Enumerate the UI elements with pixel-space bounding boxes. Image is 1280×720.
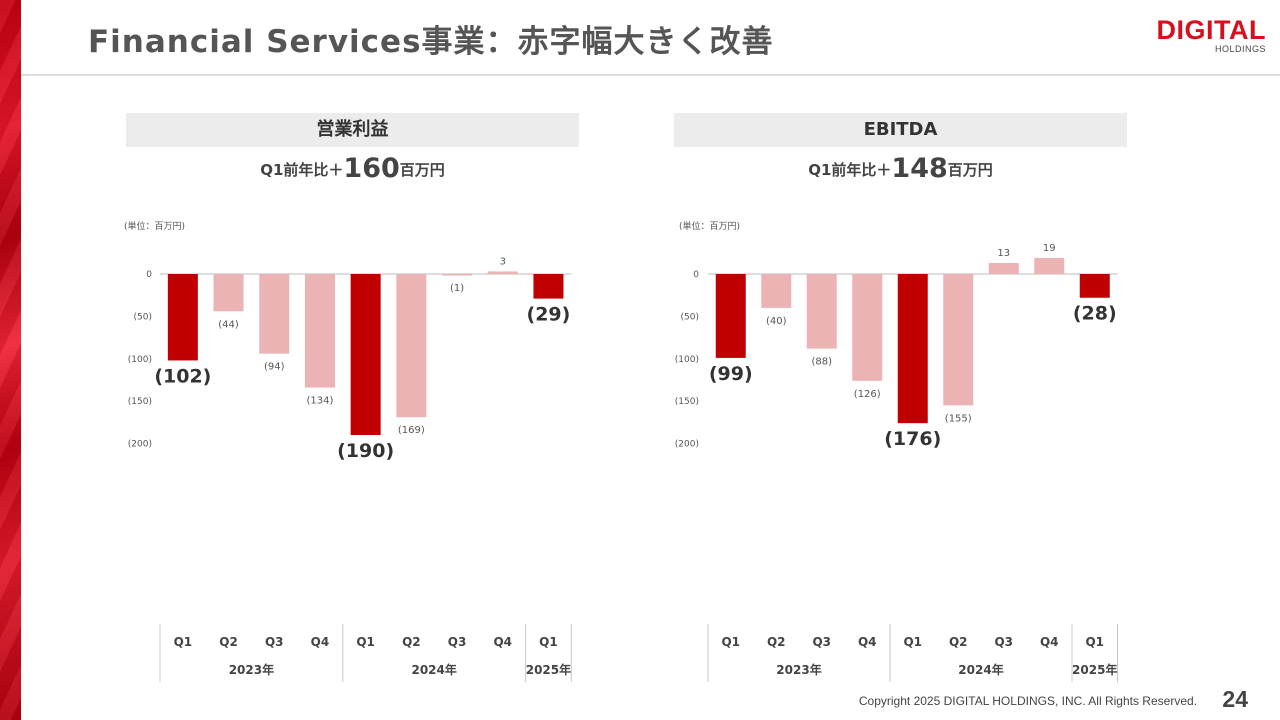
bar: [304, 274, 335, 388]
x-tick-label: Q4: [493, 635, 512, 649]
left-decorative-strip: [0, 0, 21, 720]
x-tick-label: Q2: [767, 635, 786, 649]
data-label: (40): [766, 316, 787, 327]
data-label: (126): [854, 389, 881, 400]
yoy-comparison: Q1前年比＋148百万円: [674, 153, 1127, 184]
bar: [396, 274, 427, 418]
bar: [761, 274, 792, 308]
bar: [943, 274, 974, 406]
bar: [897, 274, 928, 424]
x-tick-label: Q1: [356, 635, 375, 649]
copyright-notice: Copyright 2025 DIGITAL HOLDINGS, INC. Al…: [858, 694, 1197, 708]
y-tick-label: (150): [675, 397, 699, 407]
y-tick-label: (100): [128, 355, 152, 365]
bar: [167, 274, 198, 361]
yoy-value: 160: [343, 153, 400, 184]
bar: [806, 274, 837, 349]
ebitda-panel: EBITDA Q1前年比＋148百万円 (単位：百万円): [674, 113, 1134, 683]
page-number: 24: [1222, 686, 1248, 712]
x-tick-label: Q3: [448, 635, 467, 649]
y-tick-label: (200): [675, 440, 699, 450]
year-label: 2023年: [229, 662, 274, 677]
data-label: (169): [398, 425, 425, 436]
panel-title: EBITDA: [674, 113, 1127, 147]
data-label: (44): [218, 319, 239, 330]
data-label: (88): [811, 357, 832, 368]
y-tick-label: (150): [128, 397, 152, 407]
unit-label: (単位：百万円): [679, 222, 741, 232]
x-tick-label: Q1: [1085, 635, 1104, 649]
y-tick-label: (50): [681, 312, 699, 322]
bar: [213, 274, 244, 312]
bar: [533, 274, 564, 299]
year-label: 2024年: [958, 662, 1003, 677]
x-tick-label: Q4: [311, 635, 330, 649]
x-tick-label: Q1: [721, 635, 740, 649]
x-tick-label: Q4: [858, 635, 877, 649]
data-label: 13: [997, 248, 1010, 259]
bar: [715, 274, 746, 358]
x-tick-label: Q1: [174, 635, 193, 649]
data-label: (190): [337, 440, 394, 462]
year-label: 2025年: [1072, 662, 1117, 677]
bar: [852, 274, 883, 381]
data-label: (155): [945, 413, 972, 424]
unit-label: (単位：百万円): [124, 222, 186, 232]
data-label: (94): [264, 362, 285, 373]
year-label: 2023年: [776, 662, 821, 677]
x-tick-label: Q3: [812, 635, 831, 649]
y-tick-label: 0: [693, 270, 699, 280]
data-label: (134): [307, 396, 334, 407]
bar: [350, 274, 381, 436]
operating-profit-panel: 営業利益 Q1前年比＋160百万円 (単位：百万円): [124, 113, 586, 683]
yoy-comparison: Q1前年比＋160百万円: [126, 153, 579, 184]
year-label: 2025年: [526, 662, 571, 677]
bar: [1034, 257, 1065, 274]
company-logo: DIGITAL HOLDINGS: [1157, 16, 1266, 54]
data-label: (102): [154, 365, 211, 387]
data-label: (28): [1073, 303, 1117, 325]
x-tick-label: Q3: [265, 635, 284, 649]
x-tick-label: Q1: [903, 635, 922, 649]
yoy-suffix: 百万円: [399, 161, 445, 179]
x-tick-label: Q2: [402, 635, 421, 649]
bar: [988, 262, 1019, 274]
data-label: 3: [500, 256, 506, 267]
logo-subtext: HOLDINGS: [1214, 44, 1266, 54]
data-label: (176): [884, 428, 941, 450]
y-tick-label: 0: [146, 270, 152, 280]
data-label: (99): [709, 363, 753, 385]
data-label: (1): [450, 283, 464, 294]
yoy-prefix: Q1前年比＋: [260, 161, 344, 179]
y-tick-label: (100): [675, 355, 699, 365]
x-tick-label: Q2: [219, 635, 238, 649]
data-label: 19: [1043, 243, 1056, 254]
y-tick-label: (200): [128, 440, 152, 450]
panel-title: 営業利益: [126, 113, 579, 147]
y-tick-label: (50): [134, 312, 152, 322]
title-divider: [21, 74, 1280, 76]
year-label: 2024年: [411, 662, 456, 677]
yoy-suffix: 百万円: [947, 161, 993, 179]
yoy-prefix: Q1前年比＋: [808, 161, 892, 179]
page-title: Financial Services事業：赤字幅大きく改善: [88, 24, 774, 60]
x-tick-label: Q3: [994, 635, 1013, 649]
yoy-value: 148: [891, 153, 948, 184]
data-label: (29): [527, 304, 571, 326]
bar: [487, 271, 518, 274]
bar: [442, 274, 473, 276]
x-tick-label: Q1: [539, 635, 558, 649]
bar: [1079, 274, 1110, 298]
x-tick-label: Q4: [1040, 635, 1059, 649]
x-tick-label: Q2: [949, 635, 968, 649]
logo-wordmark: DIGITAL: [1156, 15, 1266, 45]
bar: [259, 274, 290, 354]
